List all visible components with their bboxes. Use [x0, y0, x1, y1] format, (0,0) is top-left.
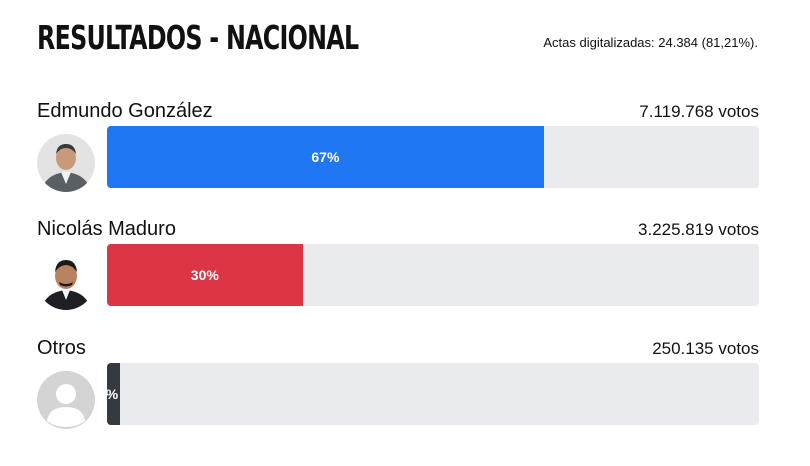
bar-label-otros: 2%	[107, 386, 119, 402]
candidate-photo-gonzalez	[37, 134, 95, 192]
bar-track: 30%	[107, 244, 759, 306]
bar-gonzalez: 67%	[107, 126, 544, 188]
candidate-row-maduro: Nicolás Maduro 3.225.819 votos 30%	[0, 218, 810, 328]
candidate-votes: 7.119.768 votos	[639, 102, 759, 121]
bar-maduro: 30%	[107, 244, 303, 306]
bar-track: 67%	[107, 126, 759, 188]
bar-track: 2%	[107, 363, 759, 425]
bar-label-maduro: 30%	[190, 267, 219, 283]
page-title: RESULTADOS - NACIONAL	[37, 18, 359, 57]
candidate-row-otros: Otros 250.135 votos 2%	[0, 337, 810, 447]
candidate-name: Otros	[37, 337, 86, 359]
candidate-row-gonzalez: Edmundo González 7.119.768 votos 67%	[0, 100, 810, 210]
bar-label-gonzalez: 67%	[311, 149, 340, 165]
candidate-name: Nicolás Maduro	[37, 218, 176, 240]
default-avatar-icon	[37, 371, 95, 429]
bar-otros: 2%	[107, 363, 121, 425]
candidate-photo-maduro	[37, 252, 95, 310]
candidate-votes: 250.135 votos	[652, 339, 759, 358]
candidate-votes: 3.225.819 votos	[638, 220, 759, 239]
candidate-name: Edmundo González	[37, 100, 213, 122]
actas-digitalizadas: Actas digitalizadas: 24.384 (81,21%).	[543, 35, 758, 50]
